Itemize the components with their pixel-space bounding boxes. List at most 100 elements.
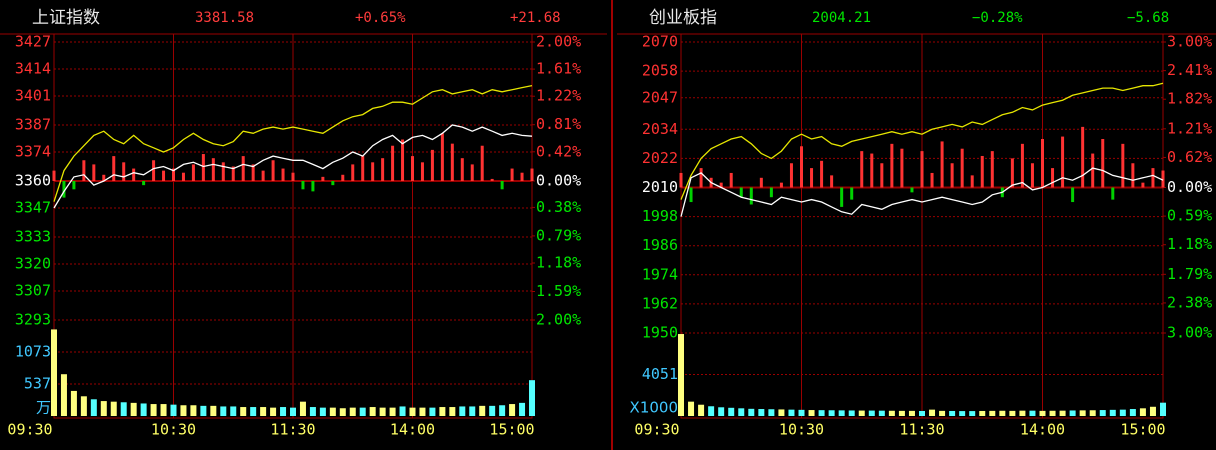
breadth-bar (679, 172, 683, 188)
volume-bar (898, 410, 905, 416)
breadth-bar (739, 187, 743, 198)
x-tick-label: 11:30 (270, 421, 315, 439)
volume-bar (150, 404, 157, 416)
breadth-bar (92, 164, 96, 181)
breadth-bar (221, 162, 225, 181)
breadth-bar (1121, 143, 1125, 188)
breadth-bar (990, 151, 994, 188)
breadth-bar (1161, 170, 1165, 188)
volume-bar (1160, 402, 1166, 416)
volume-bar (299, 401, 306, 416)
breadth-bar (450, 143, 454, 181)
breadth-bar (1111, 187, 1115, 200)
breadth-bar (830, 175, 834, 188)
y2-tick-label: 2.38% (1167, 293, 1212, 311)
breadth-bar (910, 187, 914, 193)
volume-bar (489, 405, 496, 416)
breadth-bar (52, 170, 56, 181)
breadth-bar (361, 156, 365, 181)
y2-tick-label: 0.79% (536, 226, 581, 244)
volume-bar (110, 401, 117, 416)
volume-bar (798, 409, 805, 416)
breadth-bar (769, 187, 773, 198)
x-tick-label: 11:30 (899, 421, 944, 439)
y2-tick-label: 3.00% (1167, 33, 1212, 51)
breadth-bar (1091, 153, 1095, 188)
volume-bar (778, 409, 785, 416)
volume-bar (1089, 410, 1096, 416)
volume-bar (469, 406, 476, 416)
volume-bar (1129, 409, 1136, 416)
volume-bar (1019, 410, 1026, 416)
breadth-bar (231, 166, 235, 181)
y2-tick-label: 3.00% (1167, 324, 1212, 342)
breadth-bar (341, 174, 345, 181)
breadth-bar (72, 181, 76, 190)
volume-bar (70, 390, 77, 416)
volume-bar (718, 407, 725, 416)
breadth-bar (132, 168, 136, 181)
x-tick-label: 10:30 (779, 421, 824, 439)
volume-bar (878, 410, 885, 416)
volume-bar (309, 407, 316, 416)
y2-tick-label: 0.81% (536, 115, 581, 133)
breadth-bar (749, 187, 753, 205)
breadth-bar (102, 174, 106, 181)
index-change-pct: −0.28% (972, 10, 1023, 26)
volume-bar (479, 405, 486, 416)
y-tick-label: 1974 (642, 265, 678, 283)
breadth-bar (1030, 163, 1034, 188)
breadth-bar (920, 151, 924, 188)
volume-bar (100, 401, 107, 416)
y2-tick-label: 2.41% (1167, 61, 1212, 79)
volume-bar (250, 407, 257, 416)
volume-bar (1059, 410, 1066, 416)
volume-bar (888, 410, 895, 416)
x-tick-label: 15:00 (489, 421, 534, 439)
volume-bar (949, 410, 956, 416)
y2-tick-label: 0.00% (1167, 178, 1212, 196)
volume-bar (969, 411, 976, 416)
breadth-bar (1061, 136, 1065, 188)
breadth-bar (1101, 139, 1105, 188)
volume-bar (260, 407, 267, 416)
volume-bar (190, 405, 197, 416)
y-tick-label: 3320 (15, 254, 51, 272)
volume-bar (389, 407, 396, 416)
volume-bar (788, 409, 795, 416)
breadth-bar (970, 175, 974, 188)
volume-tick-label: 4051 (642, 365, 678, 383)
volume-bar (529, 380, 535, 416)
breadth-bar (1010, 158, 1014, 188)
volume-bar (1029, 410, 1036, 416)
index-line (53, 84, 533, 202)
y-tick-label: 3414 (15, 59, 51, 77)
volume-bar (210, 405, 217, 416)
index-price: 3381.58 (195, 10, 254, 26)
volume-bar (60, 374, 67, 416)
index-line (680, 82, 1164, 200)
breadth-bar (1081, 126, 1085, 188)
volume-bar (848, 410, 855, 416)
breadth-bar (1141, 182, 1145, 188)
volume-bar (399, 406, 406, 416)
breadth-bar (261, 170, 265, 181)
breadth-bar (211, 158, 215, 181)
breadth-bar (1020, 143, 1024, 188)
y2-tick-label: 1.18% (536, 254, 581, 272)
x-tick-label: 10:30 (151, 421, 196, 439)
y-tick-label: 1998 (642, 207, 678, 225)
breadth-bar (520, 172, 524, 181)
breadth-bar (391, 145, 395, 181)
breadth-bar (411, 156, 414, 181)
index-title: 上证指数 (32, 8, 100, 28)
breadth-bar (291, 172, 295, 181)
volume-bar (678, 334, 684, 416)
breadth-bar (440, 133, 444, 181)
breadth-bar (1131, 163, 1135, 188)
breadth-bar (870, 153, 874, 188)
breadth-bar (860, 151, 864, 188)
breadth-bar (430, 149, 434, 181)
index-change: −5.68 (1127, 10, 1169, 26)
